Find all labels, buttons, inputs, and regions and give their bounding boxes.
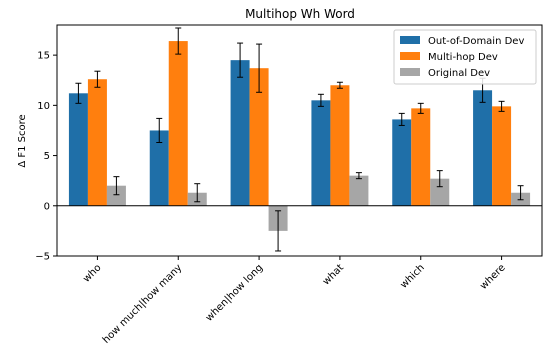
plot-frame (56, 24, 543, 257)
y-tick-label: 5 (44, 151, 50, 162)
bar (349, 175, 369, 206)
bar (311, 100, 331, 206)
bar (411, 108, 431, 206)
bar (106, 185, 126, 206)
bar (168, 41, 188, 206)
legend-swatch (400, 68, 420, 76)
y-tick-label: 10 (37, 101, 50, 112)
x-tick-label: who (81, 262, 103, 284)
y-tick-label: 15 (37, 51, 50, 62)
x-tick-label: how much|how many (101, 262, 185, 346)
legend-swatch (400, 52, 420, 60)
legend-label: Out-of-Domain Dev (428, 36, 524, 47)
x-tick-label: what (321, 262, 346, 287)
legend: Out-of-Domain Dev Multi-hop Dev Original D… (393, 29, 537, 85)
x-tick-label: when|how long (204, 262, 265, 323)
bar (87, 79, 107, 206)
bar (249, 68, 269, 206)
x-tick-label: where (478, 262, 507, 291)
chart-title: Multihop Wh Word (245, 7, 355, 21)
bar (492, 106, 512, 206)
bar (68, 93, 88, 206)
bar (330, 85, 350, 206)
legend-swatch (400, 36, 420, 44)
bar (430, 178, 450, 206)
bar (149, 130, 169, 206)
legend-label: Original Dev (428, 68, 490, 79)
y-tick-label: −5 (35, 252, 50, 263)
y-axis-label: Δ F1 Score (17, 114, 28, 167)
x-tick-label: which (398, 262, 426, 290)
y-tick-label: 0 (44, 201, 50, 212)
legend-label: Multi-hop Dev (428, 52, 498, 63)
bars-layer (68, 41, 531, 231)
legend-box (393, 29, 537, 85)
bar (230, 60, 250, 206)
bar (392, 119, 412, 206)
bar (473, 90, 493, 206)
